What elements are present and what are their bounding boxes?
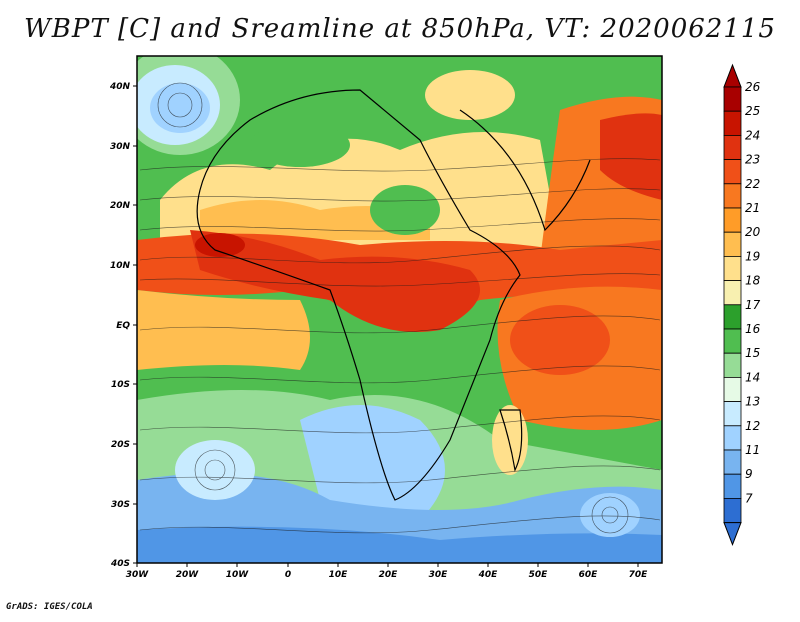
lat-tick-label: 20S bbox=[111, 440, 130, 450]
lon-tick-label: 10W bbox=[226, 570, 250, 580]
colorbar-swatch bbox=[723, 207, 742, 233]
lon-tick-label: 40E bbox=[478, 570, 499, 580]
colorbar-swatch bbox=[723, 134, 742, 160]
latitude-axis: 40N 30N 20N 10N EQ 10S 20S 30S 40S bbox=[109, 82, 137, 569]
lat-tick-label: EQ bbox=[116, 321, 130, 331]
colorbar-label: 14 bbox=[745, 370, 760, 384]
colorbar-swatch bbox=[723, 473, 742, 499]
lat-tick-label: 10N bbox=[110, 261, 131, 271]
colorbar-label: 16 bbox=[745, 322, 761, 336]
colorbar-swatch bbox=[723, 425, 742, 451]
colorbar-swatch bbox=[723, 449, 742, 475]
streamlines bbox=[139, 82, 661, 534]
lat-tick-label: 20N bbox=[110, 201, 131, 211]
colorbar-label: 23 bbox=[745, 153, 760, 167]
colorbar-label: 19 bbox=[745, 249, 760, 263]
colorbar-max-arrow bbox=[723, 63, 742, 88]
colorbar-swatch bbox=[723, 110, 742, 136]
colorbar-swatch bbox=[723, 183, 742, 209]
map-title: WBPT [C] and Sreamline at 850hPa, VT: 20… bbox=[24, 14, 776, 44]
colorbar-min-arrow bbox=[723, 522, 742, 546]
colorbar-swatch bbox=[723, 231, 742, 257]
longitude-axis: 30W 20W 10W 0 10E 20E 30E 40E 50E 60E 70E bbox=[126, 563, 648, 580]
colorbar-swatch bbox=[723, 255, 742, 281]
colorbar-label: 24 bbox=[745, 128, 760, 142]
lon-tick-label: 20E bbox=[379, 570, 399, 580]
lon-tick-label: 70E bbox=[629, 570, 649, 580]
colorbar-swatch bbox=[723, 328, 742, 354]
colorbar-label: 11 bbox=[745, 443, 760, 457]
coastlines bbox=[196, 89, 591, 501]
colorbar-swatch bbox=[723, 497, 742, 523]
lon-tick-label: 10E bbox=[329, 570, 349, 580]
colorbar-label: 12 bbox=[745, 419, 760, 433]
lon-tick-label: 60E bbox=[579, 570, 599, 580]
colorbar-swatch bbox=[723, 86, 742, 112]
colorbar-swatch bbox=[723, 304, 742, 330]
map-frame bbox=[136, 55, 663, 564]
colorbar-swatch bbox=[723, 352, 742, 378]
lat-tick-label: 30N bbox=[110, 142, 131, 152]
colorbar-swatch bbox=[723, 159, 742, 185]
lon-tick-label: 30W bbox=[126, 570, 150, 580]
lat-tick-label: 30S bbox=[111, 500, 130, 510]
colorbar-label: 13 bbox=[745, 395, 760, 409]
colorbar-label: 7 bbox=[745, 491, 753, 505]
colorbar-swatch bbox=[723, 280, 742, 306]
colorbar-label: 15 bbox=[745, 346, 760, 360]
colorbar-label: 26 bbox=[745, 80, 761, 94]
grads-credit: GrADS: IGES/COLA bbox=[6, 602, 93, 612]
lon-tick-label: 50E bbox=[529, 570, 549, 580]
colorbar-label: 20 bbox=[745, 225, 761, 239]
lat-tick-label: 10S bbox=[111, 380, 130, 390]
colorbar-label: 25 bbox=[745, 104, 760, 118]
lon-tick-label: 30E bbox=[429, 570, 449, 580]
colorbar-label: 9 bbox=[745, 467, 753, 481]
colorbar: 26 25 24 23 22 21 20 19 18 17 16 15 14 13 12 11 9 7 bbox=[723, 63, 761, 546]
lon-tick-label: 0 bbox=[285, 570, 291, 580]
colorbar-label: 17 bbox=[745, 298, 761, 312]
colorbar-label: 21 bbox=[745, 201, 760, 215]
colorbar-swatch bbox=[723, 376, 742, 402]
lon-tick-label: 20W bbox=[176, 570, 200, 580]
colorbar-swatch bbox=[723, 401, 742, 427]
wbpt-field bbox=[137, 56, 662, 563]
lat-tick-label: 40S bbox=[110, 559, 130, 569]
colorbar-label: 22 bbox=[745, 177, 760, 191]
colorbar-label: 18 bbox=[745, 274, 761, 288]
lat-tick-label: 40N bbox=[109, 82, 131, 92]
